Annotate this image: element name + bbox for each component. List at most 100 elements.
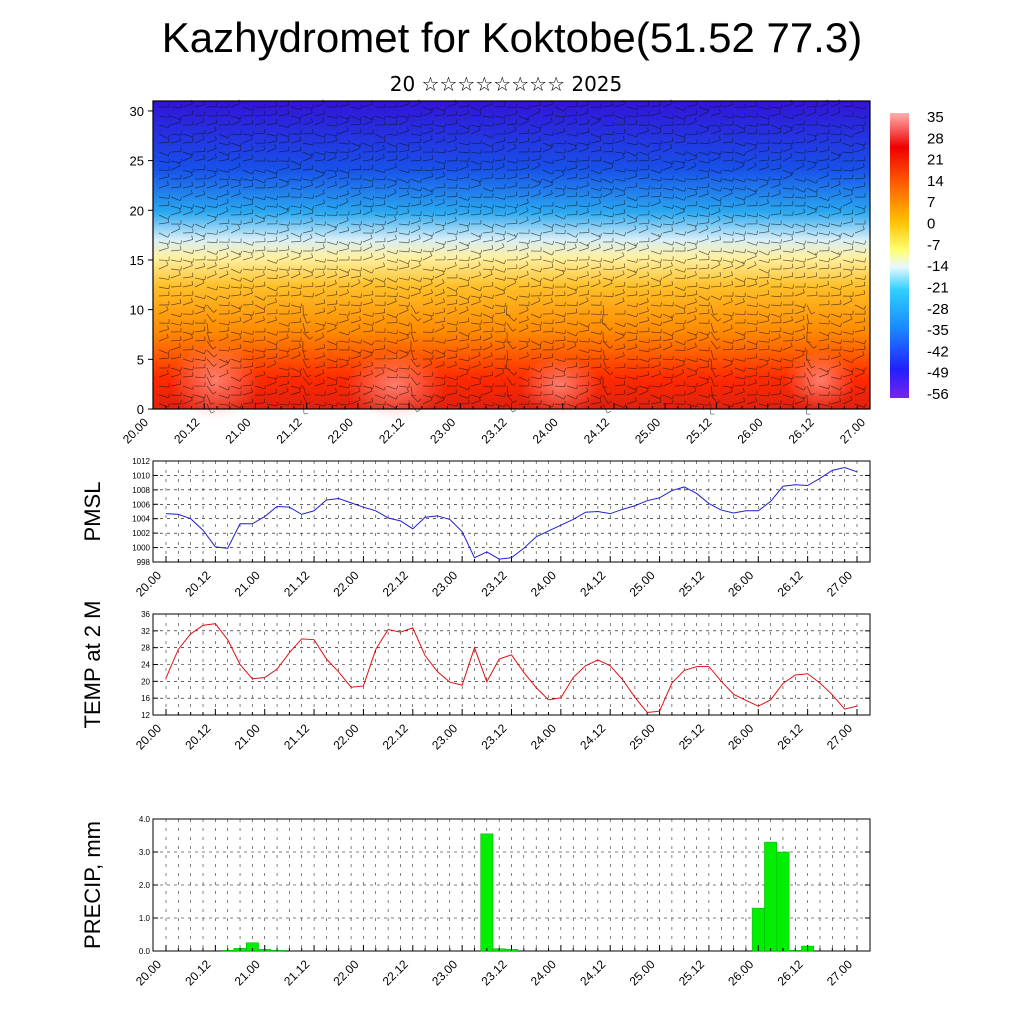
wind-barb-flag: [850, 315, 853, 320]
wind-barb: [314, 285, 325, 288]
wind-barb-flag: [672, 365, 674, 371]
wind-barb-flag: [468, 366, 470, 371]
wind-barb-flag: [321, 116, 325, 121]
wind-barb: [506, 322, 513, 332]
heatmap-xtick-label: 27.00: [837, 415, 868, 446]
wind-barb: [446, 212, 457, 216]
wind-barb-flag: [216, 213, 219, 218]
wind-barb-flag: [286, 351, 289, 356]
wind-barb: [590, 349, 601, 353]
wind-barb-flag: [802, 396, 805, 401]
wind-barb: [338, 403, 349, 406]
wind-barb: [590, 367, 602, 369]
wind-barb: [506, 123, 517, 126]
wind-barb-flag: [768, 304, 771, 309]
temp-xtick-label: 20.12: [182, 721, 213, 752]
wind-barb-flag: [672, 204, 675, 209]
temp-xtick-label: 22.12: [380, 721, 411, 752]
wind-barb: [338, 201, 349, 207]
wind-barb-flag: [768, 338, 770, 343]
wind-barb-flag: [586, 261, 589, 266]
wind-barb-flag: [768, 239, 770, 244]
wind-barb-flag: [696, 367, 699, 372]
wind-barb-flag: [802, 288, 805, 293]
wind-barb: [254, 285, 265, 288]
wind-barb-flag: [587, 242, 591, 247]
wind-barb: [446, 239, 457, 243]
wind-barb: [230, 184, 241, 189]
wind-barb-flag: [526, 243, 529, 248]
wind-barb-flag: [492, 113, 494, 118]
wind-barb-flag: [730, 324, 733, 329]
pmsl-xtick-label: 25.00: [627, 568, 658, 599]
wind-barb-flag: [756, 294, 759, 299]
wind-barb-flag: [744, 367, 747, 372]
wind-barb-flag: [622, 135, 625, 140]
wind-barb-flag: [611, 179, 615, 184]
wind-barb: [302, 367, 308, 378]
wind-barb-flag: [600, 347, 602, 352]
wind-barb-flag: [670, 342, 673, 347]
wind-barb: [794, 196, 805, 199]
wind-barb-flag: [346, 153, 349, 158]
wind-barb: [626, 331, 637, 335]
wind-barb-flag: [755, 344, 758, 349]
wind-barb-flag: [708, 285, 710, 290]
wind-barb-flag: [646, 225, 649, 230]
wind-barb: [446, 103, 457, 108]
wind-barb: [554, 385, 566, 387]
wind-barb: [674, 372, 685, 378]
wind-barb: [770, 331, 782, 333]
wind-barb: [518, 167, 529, 171]
wind-barb-flag: [838, 234, 841, 239]
wind-barb-flag: [504, 276, 507, 281]
wind-barb: [374, 214, 385, 218]
wind-barb-flag: [671, 280, 674, 285]
wind-barb-flag: [213, 354, 218, 358]
wind-barb: [482, 304, 493, 310]
wind-barb: [554, 321, 565, 324]
wind-barb-flag: [359, 116, 363, 121]
wind-barb: [158, 247, 169, 252]
wind-barb-flag: [647, 289, 650, 294]
wind-barb-flag: [430, 234, 433, 239]
wind-barb-flag: [816, 223, 819, 228]
wind-barb-flag: [550, 117, 553, 122]
temp-ylabel: TEMP at 2 M: [80, 601, 105, 729]
wind-barb-flag: [671, 214, 675, 219]
wind-barb: [194, 330, 205, 333]
wind-barb: [674, 259, 685, 264]
wind-barb: [158, 329, 169, 333]
wind-barb: [446, 220, 457, 225]
wind-barb-flag: [826, 135, 829, 140]
wind-barb: [650, 237, 661, 243]
wind-barb-flag: [444, 267, 447, 272]
wind-barb-flag: [563, 215, 567, 220]
wind-barb-flag: [744, 231, 746, 236]
wind-barb-flag: [744, 212, 746, 217]
wind-barb-flag: [239, 250, 243, 255]
wind-barb-flag: [712, 394, 717, 397]
wind-barb-flag: [466, 369, 469, 374]
wind-barb-flag: [478, 126, 481, 130]
wind-barb: [338, 358, 349, 362]
wind-barb: [686, 274, 697, 279]
wind-barb-flag: [276, 267, 278, 272]
wind-barb-flag: [371, 397, 374, 402]
wind-barb-flag: [504, 204, 506, 209]
wind-barb-flag: [442, 297, 445, 303]
wind-barb-flag: [732, 186, 734, 191]
wind-barb-flag: [599, 146, 602, 151]
wind-barb-flag: [359, 316, 361, 321]
wind-barb: [530, 178, 541, 184]
wind-barb-flag: [491, 208, 494, 213]
wind-barb: [410, 187, 421, 192]
wind-barb: [230, 142, 241, 147]
wind-barb-flag: [803, 272, 806, 277]
wind-barb: [230, 358, 241, 363]
wind-barb: [398, 142, 409, 147]
wind-barb: [194, 349, 205, 355]
temp-xtick-label: 22.00: [330, 721, 361, 752]
wind-barb: [626, 385, 637, 391]
wind-barb: [770, 241, 781, 244]
